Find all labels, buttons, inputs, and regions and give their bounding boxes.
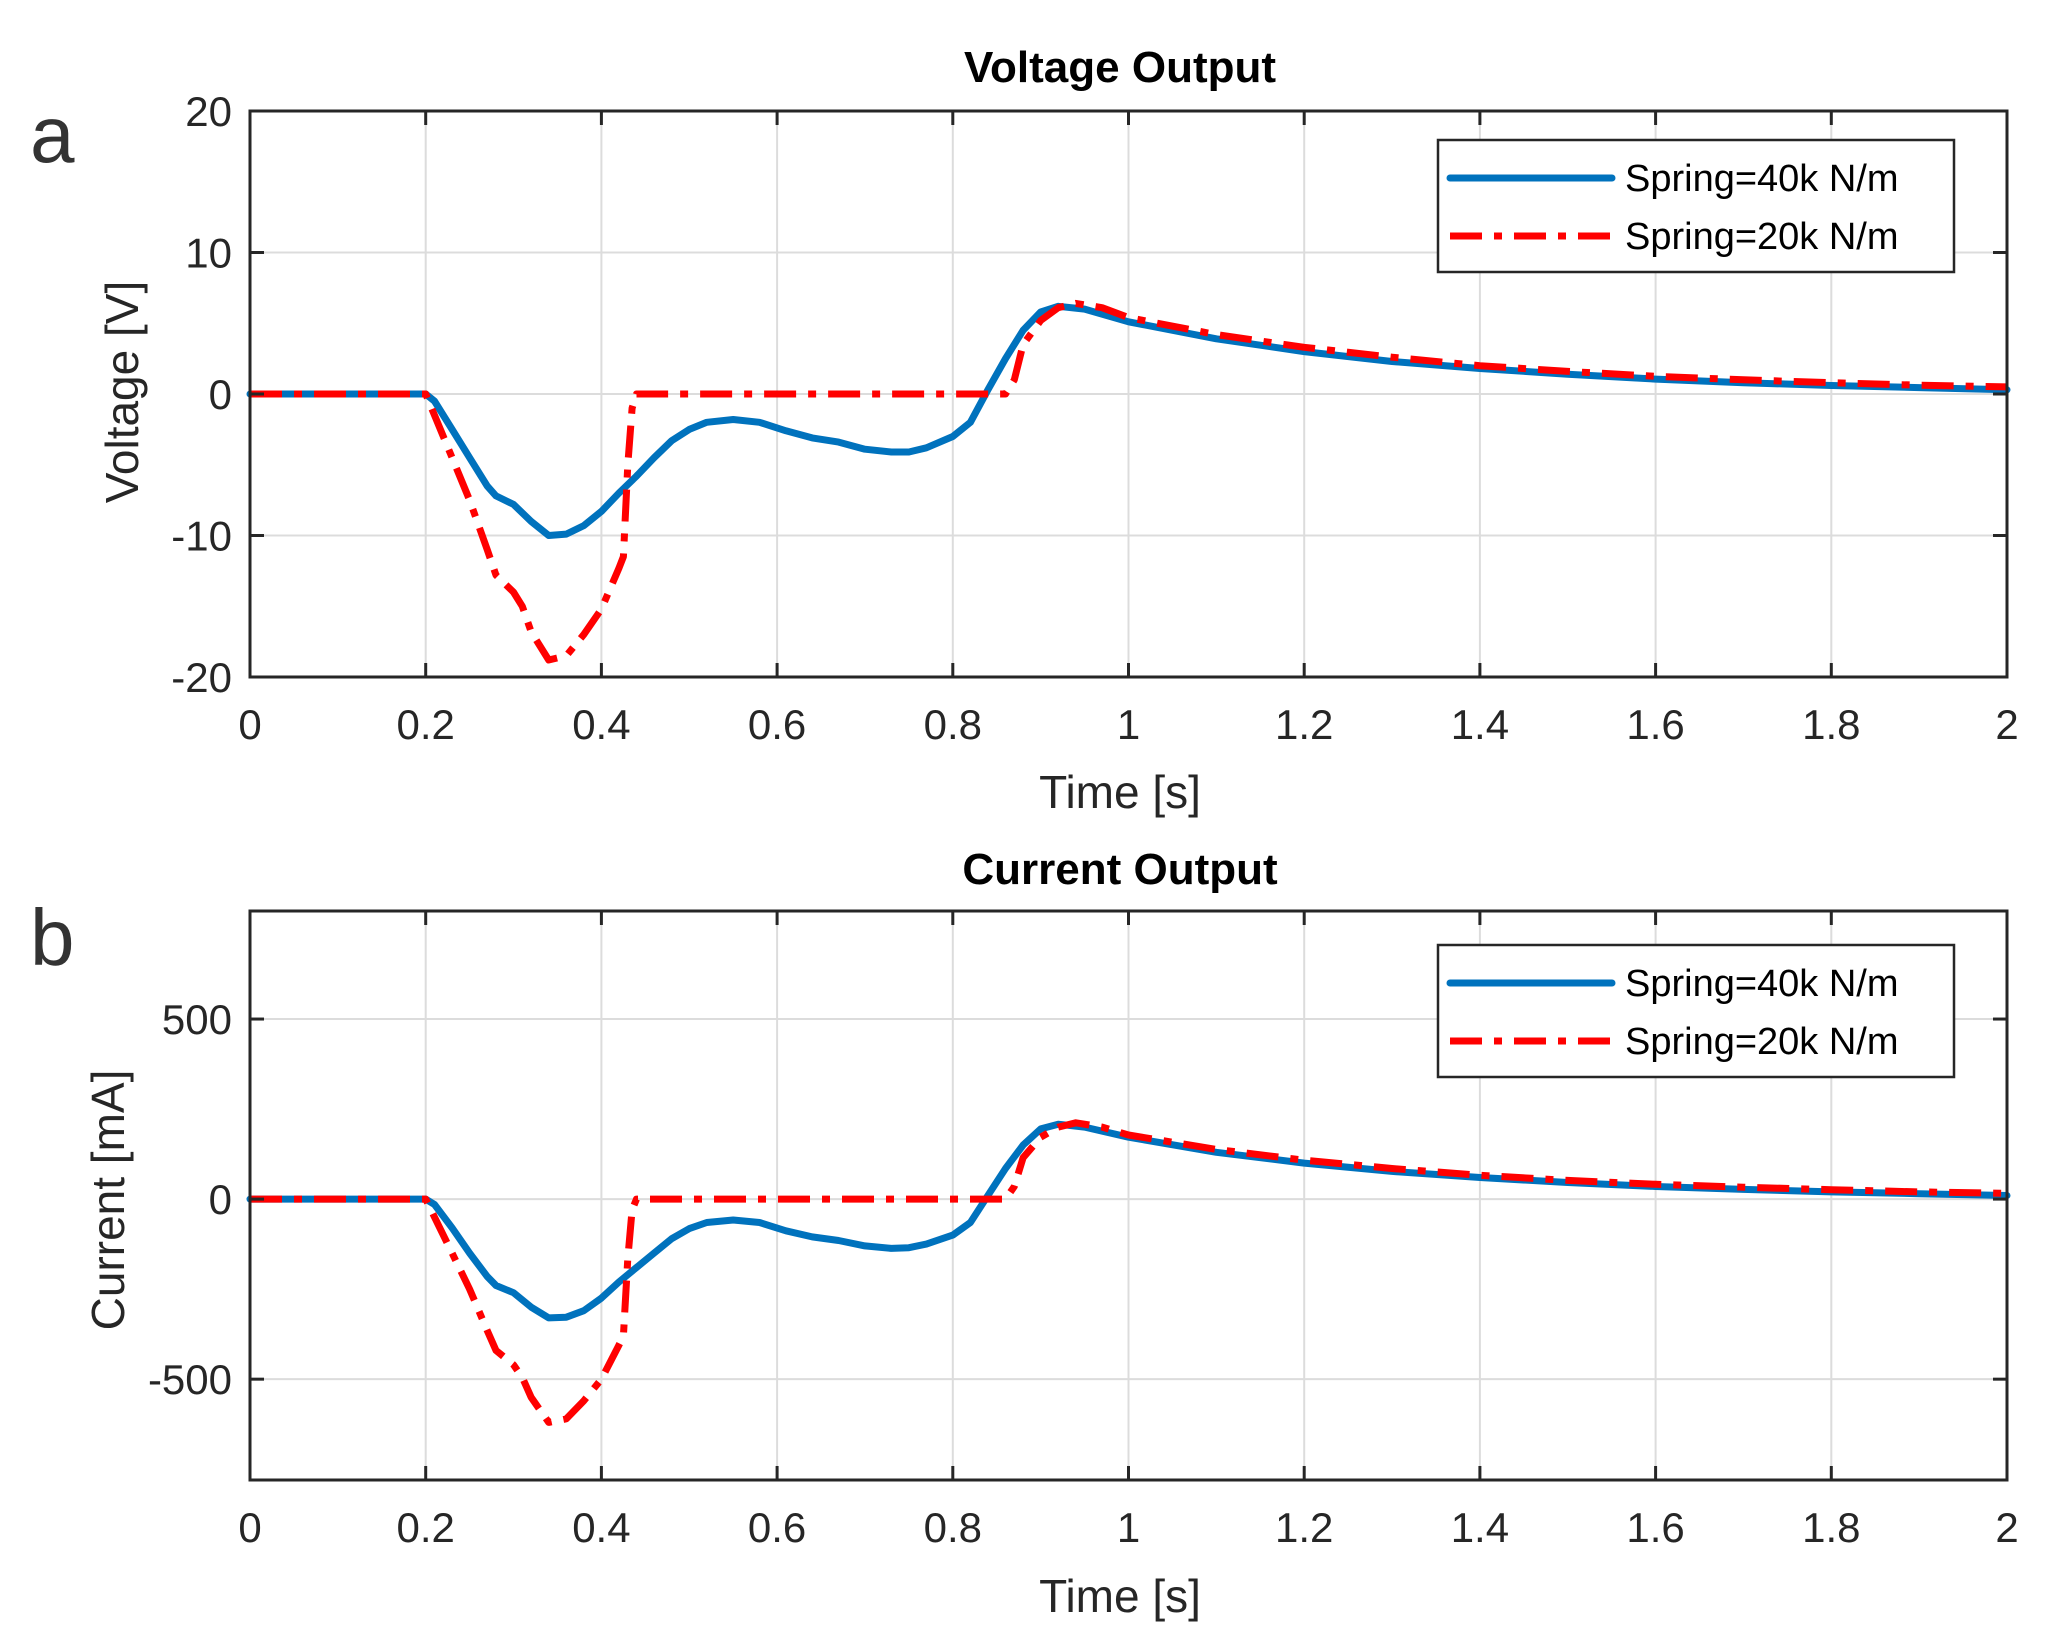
y-tick-label: -10 bbox=[171, 513, 232, 560]
series-line-spring-20k bbox=[250, 299, 2008, 664]
series-line-spring-20k bbox=[250, 1119, 2008, 1426]
y-tick-label: -500 bbox=[148, 1356, 232, 1403]
x-tick-label: 1.4 bbox=[1451, 701, 1509, 748]
x-tick-label: 1.2 bbox=[1275, 701, 1333, 748]
y-axis-label: Voltage [V] bbox=[96, 281, 148, 504]
x-tick-label: 1.6 bbox=[1626, 701, 1684, 748]
y-axis-label: Current [mA] bbox=[82, 1070, 134, 1331]
x-tick-label: 1 bbox=[1117, 701, 1140, 748]
x-tick-label: 1.8 bbox=[1802, 701, 1860, 748]
x-tick-label: 2 bbox=[1995, 1504, 2018, 1551]
x-tick-label: 0.6 bbox=[748, 701, 806, 748]
x-tick-label: 1 bbox=[1117, 1504, 1140, 1551]
x-tick-label: 0.2 bbox=[397, 701, 455, 748]
legend: Spring=40k N/m Spring=20k N/m bbox=[1436, 138, 1956, 274]
x-tick-label: 0.2 bbox=[397, 1504, 455, 1551]
voltage-output-chart: a Voltage Output 0 0.2 0.4 0.6 0.8 1 1.2 1.4 1.6… bbox=[30, 43, 2019, 818]
legend: Spring=40k N/m Spring=20k N/m bbox=[1436, 943, 1956, 1079]
x-axis-label: Time [s] bbox=[1039, 1570, 1201, 1622]
legend-label-spring-40k: Spring=40k N/m bbox=[1625, 158, 1899, 200]
y-tick-label: 20 bbox=[185, 88, 232, 135]
x-tick-label: 0.6 bbox=[748, 1504, 806, 1551]
legend-box bbox=[1436, 138, 1956, 274]
x-tick-label: 0.4 bbox=[572, 1504, 630, 1551]
y-tick-label: 0 bbox=[209, 371, 232, 418]
legend-label-spring-40k: Spring=40k N/m bbox=[1625, 963, 1899, 1005]
x-axis-label: Time [s] bbox=[1039, 766, 1201, 818]
y-tick-label: 10 bbox=[185, 230, 232, 277]
x-tick-label: 1.2 bbox=[1275, 1504, 1333, 1551]
panel-letter-a: a bbox=[30, 90, 75, 179]
chart-title: Current Output bbox=[962, 845, 1278, 894]
x-tick-label: 2 bbox=[1995, 701, 2018, 748]
x-tick-label: 0.8 bbox=[924, 701, 982, 748]
x-tick-label: 1.4 bbox=[1451, 1504, 1509, 1551]
legend-label-spring-20k: Spring=20k N/m bbox=[1625, 216, 1899, 258]
y-tick-label: -20 bbox=[171, 654, 232, 701]
x-tick-label: 0.8 bbox=[924, 1504, 982, 1551]
x-tick-label: 1.8 bbox=[1802, 1504, 1860, 1551]
x-tick-label: 0.4 bbox=[572, 701, 630, 748]
legend-box bbox=[1436, 943, 1956, 1079]
y-tick-label: 0 bbox=[209, 1176, 232, 1223]
x-tick-label: 0 bbox=[238, 701, 261, 748]
series-line-spring-40k bbox=[246, 302, 2011, 539]
current-output-chart: b Current Output 0 0.2 0.4 0.6 0.8 1 1.2 1.4 1.6… bbox=[30, 845, 2019, 1622]
x-tick-label: 1.6 bbox=[1626, 1504, 1684, 1551]
y-tick-label: 500 bbox=[162, 996, 232, 1043]
panel-letter-b: b bbox=[30, 893, 75, 982]
x-tick-label: 0 bbox=[238, 1504, 261, 1551]
chart-title: Voltage Output bbox=[964, 43, 1276, 92]
legend-label-spring-20k: Spring=20k N/m bbox=[1625, 1021, 1899, 1063]
